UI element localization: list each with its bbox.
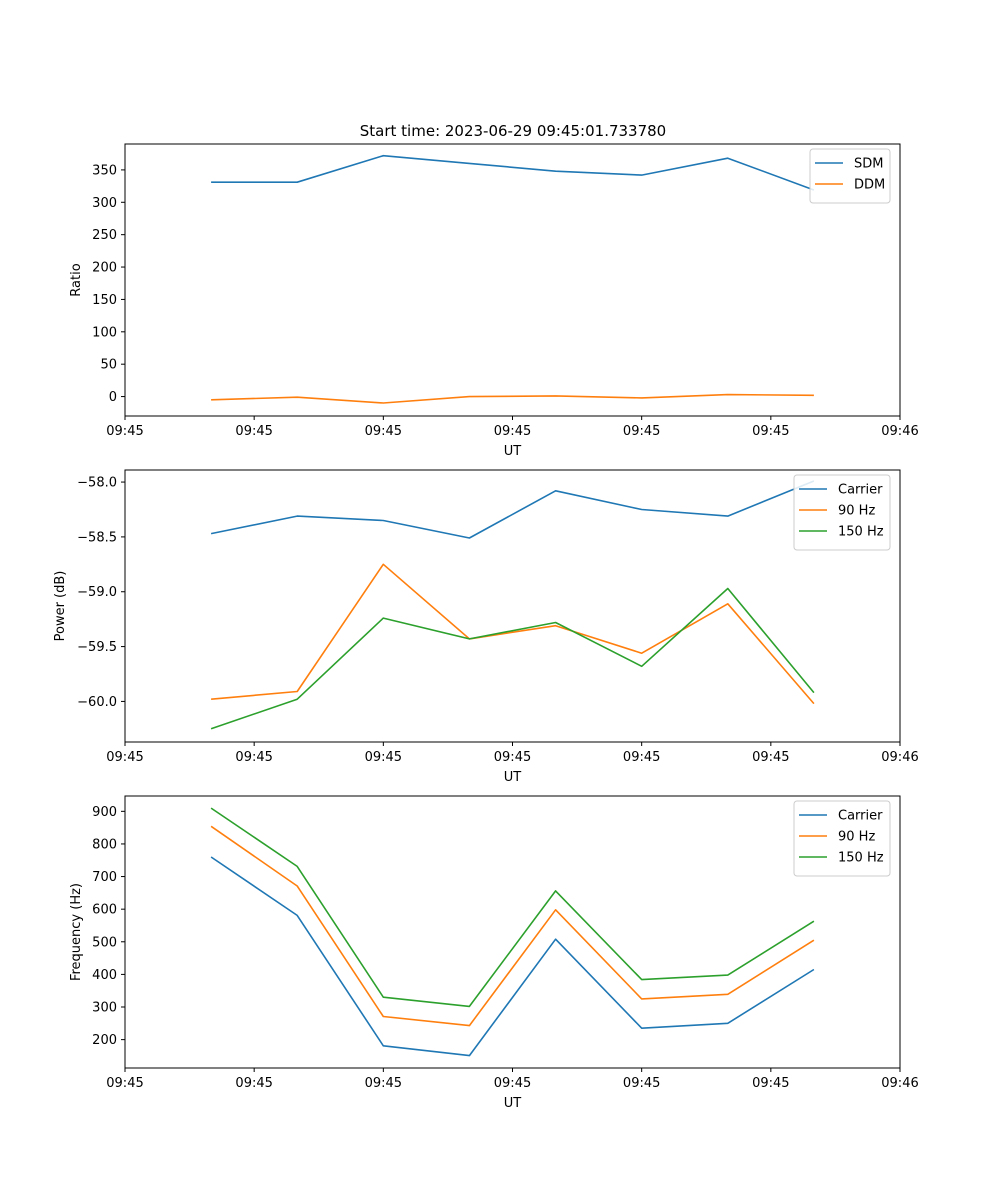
x-tick-label: 09:45: [623, 1076, 660, 1091]
axes-frame: [124, 469, 901, 743]
x-axis-label: UT: [504, 770, 522, 785]
axes-frame: [124, 143, 901, 417]
legend-label: Carrier: [838, 483, 883, 498]
x-tick-label: 09:45: [106, 750, 143, 765]
x-tick-label: 09:45: [365, 750, 402, 765]
y-tick-label: 300: [92, 1001, 117, 1016]
legend: Carrier 90 Hz 150 Hz: [793, 800, 891, 877]
series-line-carrier: [210, 480, 815, 539]
chart-2: 09:45 09:45 09:45 09:45 09:45 09:45 09:46 −60.0…: [53, 469, 919, 785]
x-tick-label: 09:45: [494, 750, 531, 765]
legend-label: 90 Hz: [838, 830, 875, 845]
x-tick-label: 09:46: [881, 424, 918, 439]
x-tick-label: 09:45: [235, 424, 272, 439]
y-tick-label: 400: [92, 968, 117, 983]
y-tick-label: 100: [92, 325, 117, 340]
series-line-90-hz: [211, 563, 815, 705]
x-tick-label: 09:45: [494, 424, 531, 439]
chart-panels: 09:45 09:45 09:45 09:45 09:45 09:45 09:46 0 50 10…: [53, 143, 919, 1111]
y-tick-label: 600: [92, 903, 117, 918]
y-tick-label: −58.0: [77, 476, 117, 491]
x-tick-label: 09:45: [235, 1076, 272, 1091]
x-tick-label: 09:45: [752, 1076, 789, 1091]
y-tick-label: −59.5: [77, 640, 117, 655]
x-tick-label: 09:45: [106, 1076, 143, 1091]
y-tick-label: 200: [92, 1033, 117, 1048]
legend-label: Carrier: [838, 809, 883, 824]
y-tick-label: −60.0: [77, 695, 117, 710]
axes-frame: [124, 795, 901, 1069]
x-tick-label: 09:45: [106, 424, 143, 439]
x-tick-label: 09:45: [623, 750, 660, 765]
series-line-150-hz: [210, 587, 815, 730]
y-tick-label: 250: [92, 228, 117, 243]
y-tick-label: −58.5: [77, 530, 117, 545]
series-line-90-hz: [210, 825, 815, 1027]
x-axis-label: UT: [504, 1096, 522, 1111]
y-tick-label: 900: [92, 805, 117, 820]
y-axis-label: Power (dB): [53, 571, 68, 642]
y-tick-label: 50: [100, 358, 117, 373]
x-tick-label: 09:45: [365, 1076, 402, 1091]
y-tick-label: 500: [92, 935, 117, 950]
x-tick-label: 09:46: [881, 1076, 918, 1091]
y-axis-label: Frequency (Hz): [69, 883, 84, 981]
series-line-carrier: [210, 856, 815, 1057]
x-tick-label: 09:45: [494, 1076, 531, 1091]
y-tick-label: 0: [109, 390, 117, 405]
y-tick-label: 200: [92, 261, 117, 276]
y-tick-label: 300: [92, 196, 117, 211]
chart-1: 09:45 09:45 09:45 09:45 09:45 09:45 09:46 0 50 10…: [69, 143, 919, 459]
x-tick-label: 09:45: [235, 750, 272, 765]
y-tick-label: 350: [92, 163, 117, 178]
x-tick-label: 09:45: [752, 424, 789, 439]
series-line-150-hz: [210, 807, 815, 1008]
series-line-ddm: [211, 393, 814, 404]
y-tick-label: 800: [92, 837, 117, 852]
y-axis-label: Ratio: [69, 263, 84, 296]
y-tick-label: 700: [92, 870, 117, 885]
chart-3: 09:45 09:45 09:45 09:45 09:45 09:45 09:46 200 30…: [69, 795, 919, 1111]
legend: SDM DDM: [809, 148, 891, 204]
legend: Carrier 90 Hz 150 Hz: [793, 474, 891, 551]
x-tick-label: 09:45: [365, 424, 402, 439]
x-axis-label: UT: [504, 444, 522, 459]
legend-label: 150 Hz: [838, 525, 884, 540]
x-tick-label: 09:46: [881, 750, 918, 765]
x-tick-label: 09:45: [752, 750, 789, 765]
y-tick-label: 150: [92, 293, 117, 308]
legend-label: 150 Hz: [838, 851, 884, 866]
figure-title: Start time: 2023-06-29 09:45:01.733780: [360, 122, 666, 140]
y-tick-label: −59.0: [77, 585, 117, 600]
series-line-sdm: [211, 154, 815, 191]
legend-label: DDM: [854, 178, 885, 193]
legend-label: SDM: [854, 157, 883, 172]
legend-label: 90 Hz: [838, 504, 875, 519]
x-tick-label: 09:45: [623, 424, 660, 439]
